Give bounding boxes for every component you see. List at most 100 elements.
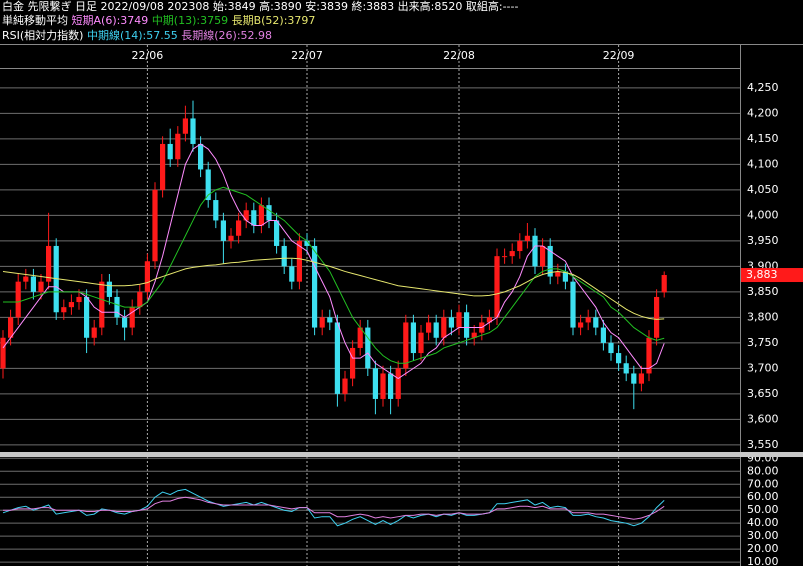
candle-body	[160, 143, 166, 190]
candle-body	[61, 307, 67, 313]
rsi-mid: 中期線(14):57.55	[87, 28, 178, 42]
candle-body	[327, 317, 333, 323]
candle-body	[76, 296, 82, 303]
rsi-legend: RSI(相対力指数) 中期線(14):57.55 長期線(26):52.98	[2, 28, 272, 42]
candle-body	[562, 271, 568, 282]
candle-body	[646, 337, 652, 374]
candle-body	[228, 235, 234, 241]
candle-body	[456, 312, 462, 328]
candle-body	[91, 327, 97, 338]
candle-body	[448, 317, 454, 328]
candle-body	[23, 276, 29, 282]
x-tick-label: 22/09	[603, 49, 635, 62]
candle-body	[654, 296, 660, 338]
candle-body	[395, 368, 401, 399]
candle-body	[471, 332, 477, 338]
candle-body	[441, 317, 447, 338]
y-tick-label: 30.00	[747, 529, 779, 542]
candle-body	[137, 291, 143, 308]
ma-legend: 単純移動平均 短期A(6):3749 中期(13):3759 長期B(52):3…	[2, 13, 315, 27]
candle-body	[418, 332, 424, 354]
candle-body	[213, 200, 219, 221]
candle-body	[524, 235, 530, 241]
y-tick-label: 4,000	[747, 208, 779, 221]
candle-body	[517, 240, 523, 252]
y-tick-label: 4,200	[747, 106, 779, 119]
candle-body	[144, 261, 150, 292]
y-tick-label: 70.00	[747, 477, 779, 490]
series-line	[2, 257, 665, 320]
x-tick-label: 22/07	[291, 49, 323, 62]
candle-body	[342, 378, 348, 394]
y-tick-label: 10.00	[747, 555, 779, 566]
candle-body	[236, 220, 242, 236]
series-line	[2, 488, 665, 527]
candle-body	[540, 245, 546, 267]
candle-body	[555, 271, 561, 277]
candle-body	[631, 373, 637, 384]
ma-label: 単純移動平均	[2, 13, 68, 27]
candle-body	[68, 302, 74, 308]
candle-body	[205, 169, 211, 201]
candle-body	[167, 143, 173, 160]
candle-body	[30, 276, 36, 292]
candle-body	[372, 368, 378, 399]
candle-body	[182, 118, 188, 134]
candle-body	[38, 281, 44, 292]
candle-body	[357, 327, 363, 348]
candle-body	[623, 363, 629, 374]
candle-body	[8, 317, 14, 338]
y-tick-label: 3,800	[747, 310, 779, 323]
candle-body	[661, 275, 667, 293]
candle-body	[106, 281, 112, 297]
candle-body	[258, 205, 264, 226]
candle-body	[15, 281, 21, 318]
candle-body	[433, 322, 439, 338]
y-tick-label: 4,100	[747, 157, 779, 170]
rsi-long: 長期線(26):52.98	[181, 28, 272, 42]
candle-body	[426, 322, 432, 333]
candle-body	[84, 296, 90, 338]
candle-body	[403, 322, 409, 369]
candle-body	[46, 245, 52, 282]
panel-separator	[0, 452, 803, 457]
ma-mid: 中期(13):3759	[152, 14, 228, 27]
y-tick-label: 3,850	[747, 285, 779, 298]
candle-body	[380, 373, 386, 399]
candle-body	[53, 245, 59, 313]
x-tick-label: 22/06	[132, 49, 164, 62]
candle-body	[532, 235, 538, 267]
candle-body	[638, 373, 644, 384]
y-tick-label: 3,550	[747, 438, 779, 451]
candle-body	[190, 118, 196, 144]
candle-body	[319, 317, 325, 328]
candle-body	[266, 205, 272, 221]
candle-body	[152, 189, 158, 262]
y-tick-label: 4,250	[747, 81, 779, 94]
candle-body	[502, 256, 508, 258]
y-tick-label: 4,050	[747, 183, 779, 196]
candle-body	[365, 327, 371, 369]
y-tick-label: 40.00	[747, 516, 779, 529]
candle-body	[175, 133, 181, 160]
series-line	[2, 143, 665, 380]
candle-body	[494, 256, 500, 318]
y-tick-label: 4,150	[747, 132, 779, 145]
last-price-label: 3,883	[746, 268, 778, 281]
y-tick-label: 3,950	[747, 234, 779, 247]
candle-body	[129, 307, 135, 328]
series-line	[3, 186, 665, 364]
candle-body	[547, 245, 553, 277]
ma-short: 短期A(6):3749	[72, 13, 149, 27]
candle-body	[410, 322, 416, 354]
x-tick-label: 22/08	[443, 49, 475, 62]
candle-body	[312, 245, 318, 328]
candle-body	[388, 373, 394, 399]
last-price-box	[741, 268, 803, 283]
y-tick-label: 3,750	[747, 336, 779, 349]
candle-body	[585, 317, 591, 323]
candle-body	[486, 317, 492, 323]
candle-body	[464, 312, 470, 338]
